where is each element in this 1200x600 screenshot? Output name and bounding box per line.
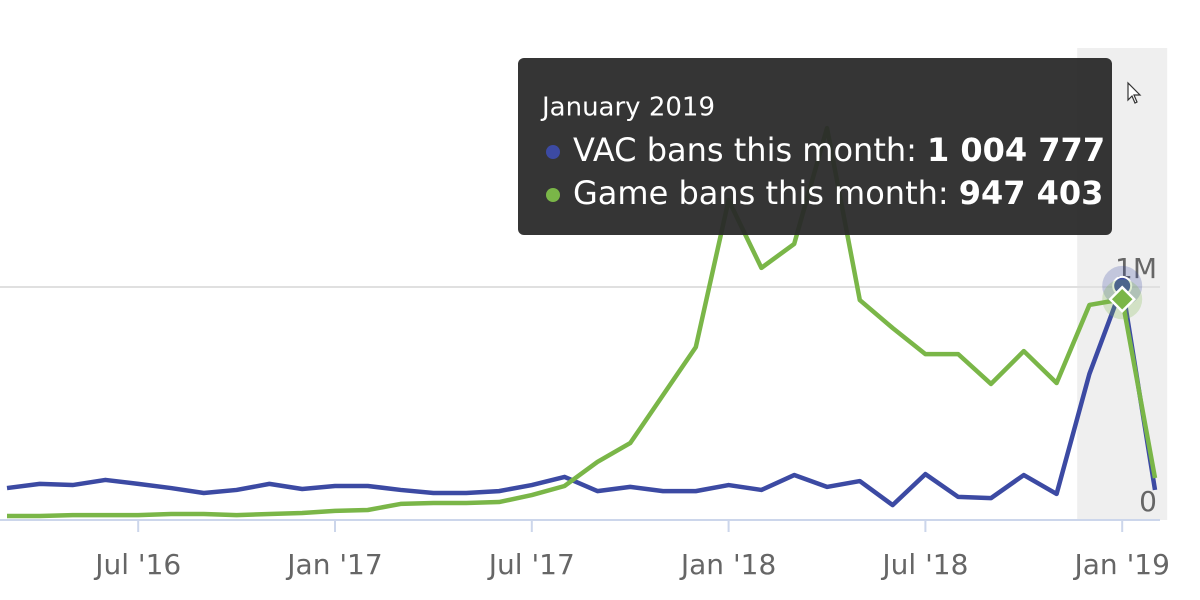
tooltip-box [518, 58, 1112, 235]
tooltip: January 2019 VAC bans this month: 1 004 77… [518, 58, 1112, 235]
x-tick-label: Jan '19 [1073, 548, 1170, 581]
x-tick-label: Jan '18 [679, 548, 776, 581]
tooltip-title: January 2019 [540, 93, 715, 123]
tooltip-value: 947 403 [959, 174, 1104, 212]
tooltip-series-name: VAC bans this month: [573, 131, 917, 169]
tooltip-row: VAC bans this month: 1 004 777 [573, 131, 1105, 169]
mouse-cursor [1127, 81, 1142, 104]
tooltip-dot [546, 145, 560, 159]
tooltip-series-name: Game bans this month: [573, 174, 949, 212]
x-tick-label: Jul '17 [487, 548, 575, 581]
tooltip-dot [546, 188, 560, 202]
x-tick-label: Jan '17 [285, 548, 382, 581]
x-tick-label: Jul '18 [880, 548, 968, 581]
y-tick-label: 0 [1139, 485, 1157, 518]
line-layer [6, 125, 1158, 519]
series-line [7, 125, 1158, 519]
hover-marker [1108, 285, 1136, 314]
tooltip-value: 1 004 777 [927, 131, 1105, 169]
series-line [6, 283, 1158, 508]
x-tick-label: Jul '16 [93, 548, 181, 581]
tooltip-row: Game bans this month: 947 403 [573, 174, 1103, 212]
